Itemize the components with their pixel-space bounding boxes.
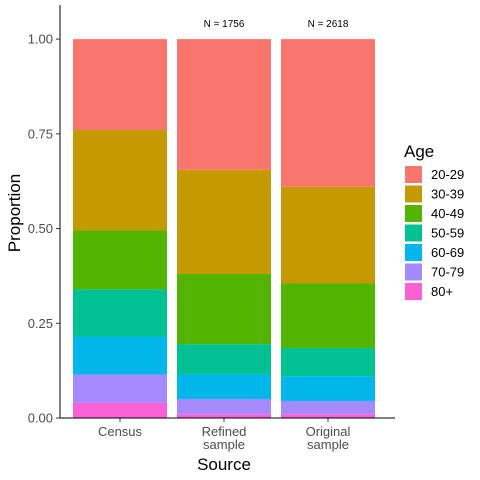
legend-key-80plus [405, 283, 422, 300]
bar-segment-70-79-cat-0 [73, 374, 167, 403]
legend-label: 20-29 [431, 167, 464, 182]
legend-key-70-79 [405, 263, 422, 281]
bar-segment-80plus-cat-0 [73, 402, 167, 418]
annotation-n-1: N = 1756 [204, 19, 245, 30]
y-tick-label: 1.00 [28, 32, 53, 47]
y-ticks: 0.00 0.25 0.50 0.75 1.00 [28, 32, 60, 426]
bar-segment-20-29-cat-0 [73, 39, 167, 131]
bar-segment-80plus-cat-1 [177, 414, 271, 418]
legend-key-60-69 [405, 244, 422, 261]
annotations-layer: N = 1756 N = 2618 [204, 19, 349, 30]
bar-segment-70-79-cat-1 [177, 399, 271, 415]
y-tick-label: 0.75 [28, 126, 53, 141]
x-axis-title: Source [197, 455, 251, 474]
bar-segment-50-59-cat-0 [73, 289, 167, 337]
bar-segment-40-49-cat-1 [177, 274, 271, 345]
x-ticks: Census Refined sample Original sample [98, 418, 351, 452]
legend-label: 40-49 [431, 206, 464, 221]
bar-segment-80plus-cat-2 [281, 414, 375, 418]
bar-segment-20-29-cat-1 [177, 39, 271, 170]
bar-segment-30-39-cat-1 [177, 169, 271, 275]
legend-label: 60-69 [431, 245, 464, 260]
bar-segment-30-39-cat-2 [281, 186, 375, 284]
bar-segment-40-49-cat-2 [281, 283, 375, 348]
bar-segment-60-69-cat-0 [73, 336, 167, 375]
bar-segment-70-79-cat-2 [281, 400, 375, 415]
bar-segment-20-29-cat-2 [281, 39, 375, 187]
legend-label: 30-39 [431, 187, 464, 202]
bar-segment-50-59-cat-1 [177, 344, 271, 375]
bar-segment-40-49-cat-0 [73, 230, 167, 290]
x-tick-label: Original sample [306, 424, 351, 452]
y-tick-label: 0.25 [28, 316, 53, 331]
bar-segment-30-39-cat-0 [73, 130, 167, 231]
x-tick-label: Refined sample [202, 424, 247, 452]
legend-key-50-59 [405, 224, 422, 242]
annotation-n-2: N = 2618 [308, 19, 349, 30]
legend-label: 80+ [431, 284, 453, 299]
y-tick-label: 0.00 [28, 411, 53, 426]
legend: Age 20-29 30-39 40-49 50-59 60-69 70-79 80+ [404, 142, 464, 300]
bar-segment-60-69-cat-1 [177, 374, 271, 400]
bars-layer [73, 39, 375, 418]
x-tick-label: Census [98, 424, 143, 439]
legend-key-40-49 [405, 205, 422, 222]
bar-segment-50-59-cat-2 [281, 347, 375, 377]
legend-label: 70-79 [431, 265, 464, 280]
legend-title: Age [404, 142, 434, 161]
legend-key-20-29 [405, 166, 422, 183]
legend-key-30-39 [405, 185, 422, 203]
y-tick-label: 0.50 [28, 221, 53, 236]
bar-segment-60-69-cat-2 [281, 376, 375, 401]
legend-label: 50-59 [431, 226, 464, 241]
y-axis-title: Proportion [5, 174, 24, 252]
